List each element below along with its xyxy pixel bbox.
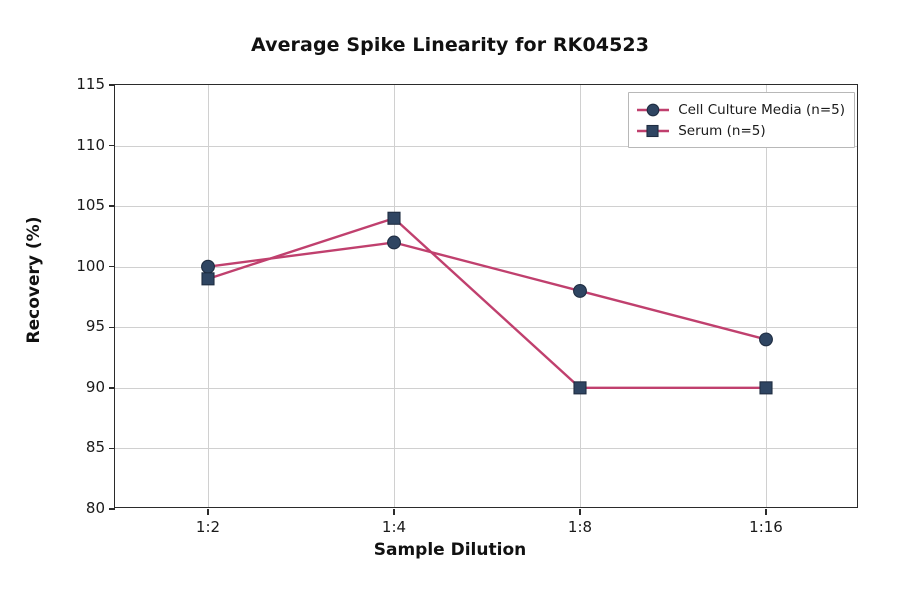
y-tick-mark: [109, 84, 115, 86]
y-tick-label: 115: [76, 75, 105, 93]
legend-item[interactable]: Serum (n=5): [636, 120, 845, 141]
legend-square-marker-icon: [636, 123, 670, 139]
x-tick-mark: [765, 509, 767, 515]
y-tick-mark: [109, 387, 115, 389]
gridline-vertical: [394, 85, 395, 507]
series-line: [206, 217, 768, 390]
y-tick-label: 100: [76, 256, 105, 275]
legend-item[interactable]: Cell Culture Media (n=5): [636, 99, 845, 120]
y-tick-label: 105: [76, 196, 105, 215]
y-tick-mark: [109, 447, 115, 450]
y-tick-mark: [109, 266, 115, 268]
data-point-marker: [759, 381, 773, 395]
plot-area: 80 85 90 95 100 105 110 115 1:2 1:4 1:8 1:16 Cell …: [76, 75, 858, 536]
y-tick-label: 80: [85, 499, 105, 517]
y-tick-mark: [109, 144, 115, 147]
gridline-vertical: [208, 85, 209, 507]
gridline-horizontal: [115, 327, 857, 329]
chart-legend: Cell Culture Media (n=5) Serum (n=5): [628, 92, 855, 148]
gridline-vertical: [766, 85, 767, 507]
x-tick-mark: [207, 509, 209, 515]
gridline-horizontal: [115, 387, 857, 389]
data-point-marker: [573, 283, 587, 298]
data-point-marker: [201, 272, 215, 286]
y-tick-mark: [109, 326, 115, 328]
y-tick-label: 110: [76, 135, 105, 154]
y-tick-mark: [109, 205, 115, 207]
x-tick-mark: [393, 509, 395, 515]
y-tick-mark: [109, 508, 115, 510]
x-tick-mark: [579, 509, 581, 515]
y-axis-title: Recovery (%): [24, 216, 44, 344]
y-tick-label: 95: [85, 317, 105, 336]
legend-item-label: Serum (n=5): [678, 122, 766, 139]
chart-title: Average Spike Linearity for RK04523: [250, 34, 650, 56]
x-tick-label: 1:2: [195, 518, 221, 536]
data-point-marker: [759, 332, 773, 347]
x-tick-label: 1:4: [381, 518, 407, 536]
data-series-layer: [201, 211, 773, 395]
y-tick-label: 85: [85, 438, 105, 457]
x-tick-label: 1:8: [567, 518, 593, 536]
gridline-horizontal: [115, 448, 857, 450]
legend-circle-marker-icon: [636, 102, 670, 118]
data-point-marker: [573, 381, 587, 395]
x-tick-label: 1:16: [749, 518, 783, 536]
legend-item-label: Cell Culture Media (n=5): [678, 101, 845, 118]
gridline-horizontal: [115, 145, 857, 147]
gridline-horizontal: [115, 206, 857, 208]
x-axis-title: Sample Dilution: [373, 540, 527, 560]
y-tick-label: 90: [85, 377, 105, 396]
data-point-marker: [387, 235, 401, 250]
series-line: [206, 241, 768, 341]
data-point-marker: [201, 259, 215, 274]
data-point-marker: [387, 211, 401, 225]
